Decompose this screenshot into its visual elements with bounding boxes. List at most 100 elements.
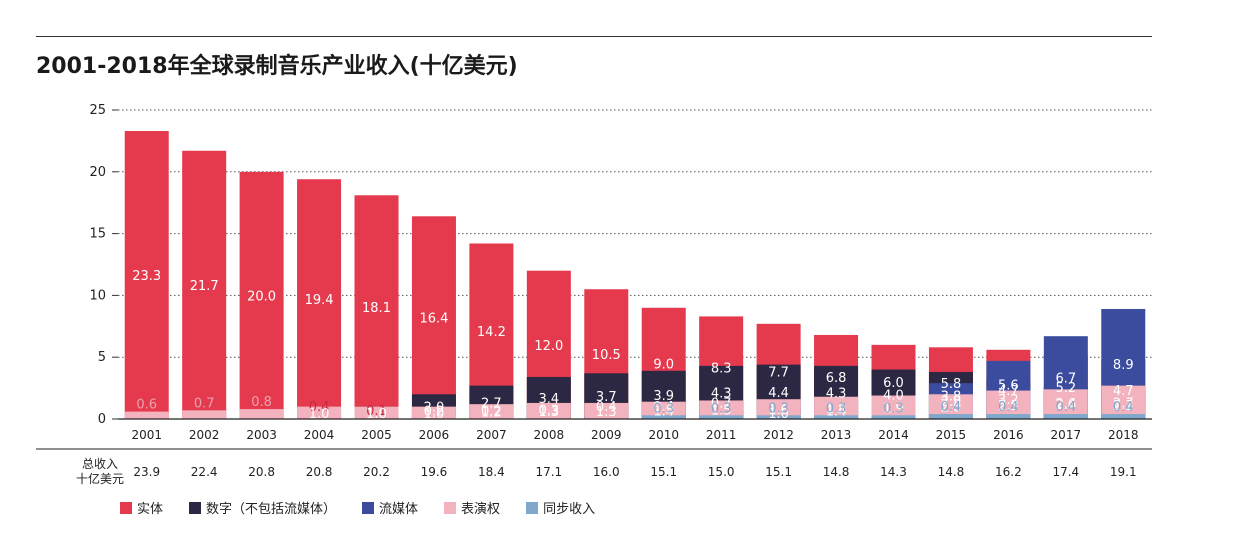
data-label: 1.8 <box>826 402 847 417</box>
bar-segment <box>641 401 686 419</box>
bar-segment <box>814 415 859 419</box>
data-label: 0.4 <box>1055 400 1076 415</box>
legend-item: 数字（不包括流媒体） <box>189 498 336 517</box>
legend-swatch <box>362 501 375 514</box>
data-label: 0.4 <box>1113 400 1134 415</box>
data-label: 1.4 <box>826 404 847 419</box>
bar-segment <box>871 415 916 419</box>
data-label: 1.0 <box>366 407 387 422</box>
total-value: 16.0 <box>593 465 620 479</box>
data-label: 0.3 <box>711 401 732 416</box>
data-label: 5.6 <box>998 378 1019 393</box>
data-label: 0.4 <box>941 400 962 415</box>
data-label: 0.3 <box>653 401 674 416</box>
legend-swatch <box>526 501 539 514</box>
x-tick-label: 2013 <box>821 428 852 442</box>
x-tick-label: 2014 <box>878 428 909 442</box>
data-label: 1.9 <box>883 401 904 416</box>
bar-segment <box>182 150 227 419</box>
data-label: 4.7 <box>998 384 1019 399</box>
data-label: 6.7 <box>1055 372 1076 387</box>
data-label: 1.4 <box>653 404 674 419</box>
data-label: 2.3 <box>1113 399 1134 414</box>
data-label: 3.2 <box>998 393 1019 408</box>
total-value: 20.8 <box>248 465 275 479</box>
total-value: 15.1 <box>765 465 792 479</box>
y-tick-label: 25 <box>89 103 106 118</box>
data-label: 1.0 <box>366 407 387 422</box>
data-label: 4.0 <box>883 388 904 403</box>
x-tick-label: 2001 <box>131 428 162 442</box>
grid-layer <box>118 109 1152 358</box>
legend-swatch <box>189 501 202 514</box>
legend-item: 表演权 <box>444 498 500 517</box>
legend-item: 实体 <box>120 498 163 517</box>
bar-segment <box>1101 385 1146 419</box>
x-tick-label: 2005 <box>361 428 392 442</box>
data-label: 10.5 <box>592 348 621 363</box>
data-label: 14.2 <box>477 325 506 340</box>
data-label: 1.5 <box>711 404 732 419</box>
bar-segment <box>928 414 973 419</box>
legend-swatch <box>444 501 457 514</box>
data-label: 8.9 <box>1113 358 1134 373</box>
chart-title: 2001-2018年全球录制音乐产业收入(十亿美元) <box>36 54 518 79</box>
data-label: 1.0 <box>768 407 789 422</box>
y-tick-label: 20 <box>89 165 106 180</box>
x-tick-label: 2011 <box>706 428 737 442</box>
total-value: 19.6 <box>421 465 448 479</box>
legend-swatch <box>120 501 132 514</box>
total-value: 16.2 <box>995 465 1022 479</box>
bar-segment <box>756 415 801 419</box>
legend-label: 表演权 <box>461 502 501 517</box>
data-label: 0.3 <box>538 403 559 418</box>
data-label: 6.0 <box>883 376 904 391</box>
data-label: 20.0 <box>247 289 276 304</box>
bar-segment <box>239 171 284 419</box>
data-label: 0.6 <box>136 398 157 413</box>
data-label: 21.7 <box>190 279 219 294</box>
bar-segment <box>641 415 686 419</box>
data-label: 0.8 <box>251 395 272 410</box>
total-value: 15.0 <box>708 465 735 479</box>
data-label: 1.6 <box>768 403 789 418</box>
data-label: 5.2 <box>1055 381 1076 396</box>
bar-segment <box>411 216 456 419</box>
totals-row-label: 总收入 <box>82 457 118 471</box>
bar-segment <box>986 414 1031 419</box>
bar-segment <box>239 409 284 419</box>
legend: 实体 数字（不包括流媒体） 流媒体 表演权 同步收入 <box>120 498 595 517</box>
data-label: 0.7 <box>194 396 215 411</box>
data-label: 6.8 <box>826 371 847 386</box>
total-value: 18.4 <box>478 465 505 479</box>
total-value: 14.3 <box>880 465 907 479</box>
data-label: 3.9 <box>653 389 674 404</box>
x-tick-label: 2015 <box>936 428 967 442</box>
totals-row-label: 十亿美元 <box>76 471 124 486</box>
x-tick-label: 2016 <box>993 428 1024 442</box>
data-label: 1.2 <box>481 406 502 421</box>
total-value: 20.8 <box>306 465 333 479</box>
bar-segment <box>354 406 399 419</box>
label-layer: 23.30.621.70.720.00.819.40.41.018.11.00.… <box>132 269 1133 422</box>
bar-segment <box>814 396 859 419</box>
x-tick-label: 2003 <box>246 428 277 442</box>
x-tick-label: 2002 <box>189 428 220 442</box>
data-label: 3.8 <box>941 390 962 405</box>
data-label: 16.4 <box>419 312 448 327</box>
bar-segment <box>1101 414 1146 419</box>
data-label: 1.3 <box>596 405 617 420</box>
data-label: 3.7 <box>596 390 617 405</box>
data-label: 2.4 <box>1055 398 1076 413</box>
data-label: 12.0 <box>534 339 563 354</box>
bar-segment <box>584 402 629 419</box>
x-tick-label: 2006 <box>419 428 450 442</box>
legend-label: 数字（不包括流媒体） <box>206 502 337 517</box>
total-value: 15.1 <box>650 465 677 479</box>
total-value: 14.8 <box>938 465 965 479</box>
x-tick-label: 2018 <box>1108 428 1139 442</box>
data-label: 2.6 <box>1055 397 1076 412</box>
data-label: 23.3 <box>132 269 161 284</box>
data-label: 0.4 <box>309 400 330 415</box>
